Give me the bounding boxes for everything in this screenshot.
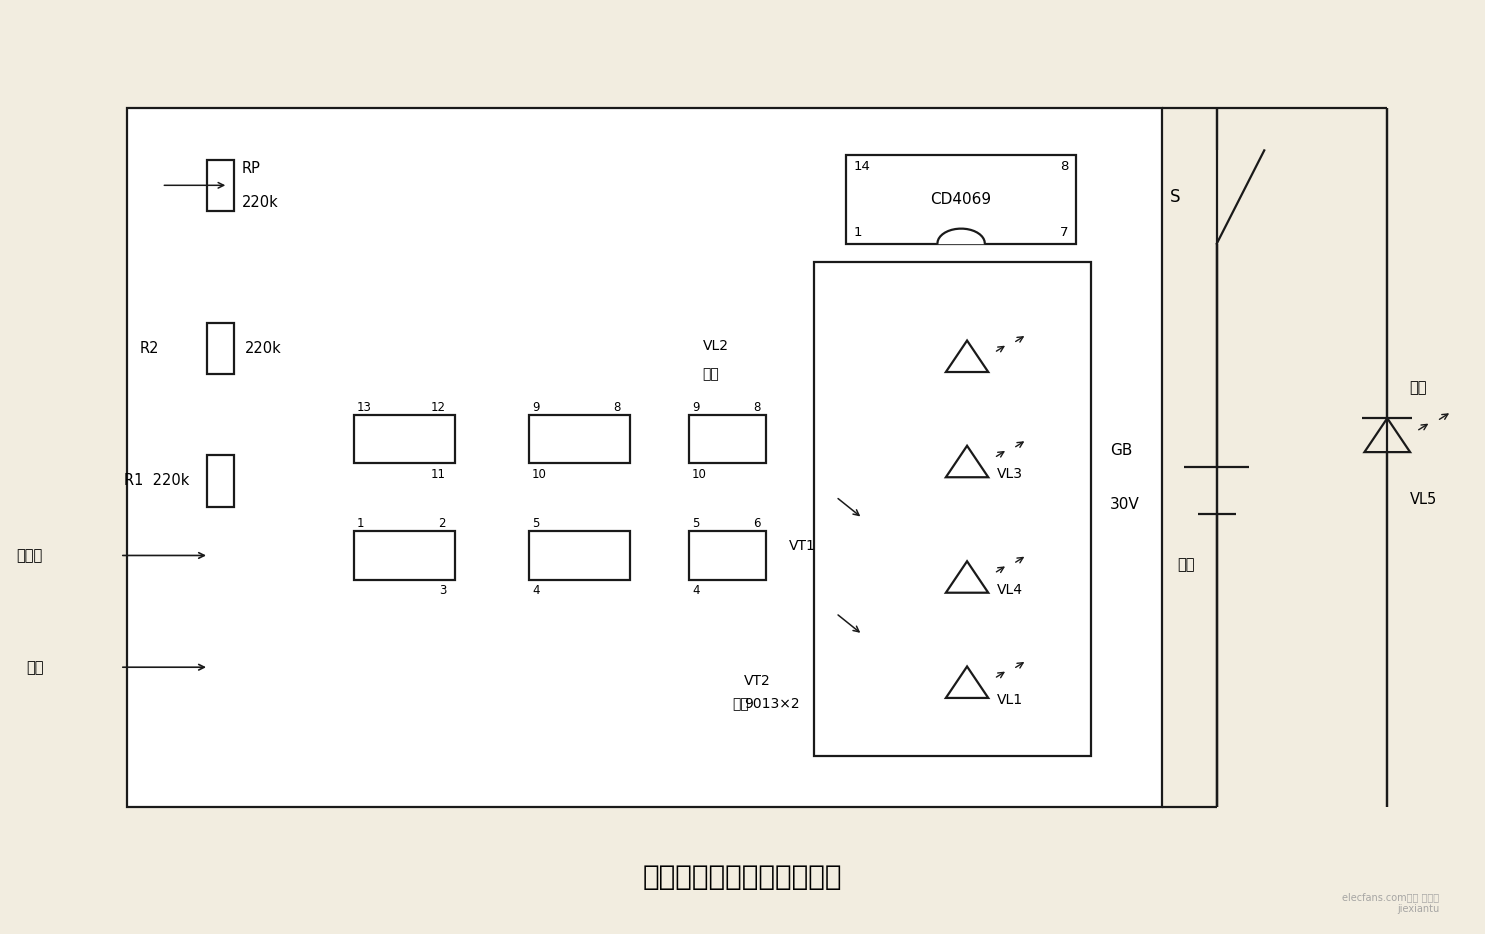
Text: 探头: 探头 — [27, 659, 45, 674]
Text: 绿色: 绿色 — [1409, 380, 1427, 395]
Text: CD4069: CD4069 — [931, 191, 992, 206]
Text: R2: R2 — [140, 341, 159, 356]
Text: 多功能导电能力测试仪电路: 多功能导电能力测试仪电路 — [643, 863, 842, 891]
Bar — [689, 415, 766, 463]
Text: 11: 11 — [431, 468, 446, 481]
Text: elecfans.com优电 电路图
jiexiantu: elecfans.com优电 电路图 jiexiantu — [1342, 892, 1439, 914]
Text: RP: RP — [242, 161, 260, 176]
Text: 30V: 30V — [1111, 497, 1140, 512]
Text: 220k: 220k — [245, 341, 281, 356]
Polygon shape — [937, 229, 985, 244]
Bar — [208, 322, 235, 374]
Bar — [353, 531, 454, 580]
Text: S: S — [1169, 188, 1181, 205]
Text: 4: 4 — [692, 585, 699, 598]
Bar — [208, 160, 235, 211]
Text: VT1: VT1 — [789, 539, 815, 553]
Text: 双色: 双色 — [1176, 558, 1194, 573]
Bar — [529, 415, 630, 463]
Text: 红色柱: 红色柱 — [16, 548, 43, 563]
Text: 9: 9 — [532, 401, 539, 414]
Text: 12: 12 — [431, 401, 446, 414]
Bar — [208, 456, 235, 506]
Text: 220k: 220k — [242, 194, 278, 209]
Text: VL2: VL2 — [702, 339, 729, 353]
Bar — [128, 108, 1161, 807]
Bar — [689, 531, 766, 580]
Text: 9: 9 — [692, 401, 699, 414]
Text: 2: 2 — [438, 517, 446, 531]
Text: 5: 5 — [692, 517, 699, 531]
Text: 3: 3 — [438, 585, 446, 598]
Text: 8: 8 — [753, 401, 760, 414]
Bar — [814, 262, 1091, 756]
Text: 8: 8 — [1060, 160, 1069, 173]
Text: VL4: VL4 — [996, 583, 1023, 597]
Text: GB: GB — [1111, 443, 1133, 458]
Text: 13: 13 — [356, 401, 373, 414]
Text: 6: 6 — [753, 517, 760, 531]
Bar — [353, 415, 454, 463]
Text: 10: 10 — [532, 468, 546, 481]
Text: VL3: VL3 — [996, 467, 1023, 481]
Text: 9013×2: 9013×2 — [744, 698, 799, 712]
Text: 5: 5 — [532, 517, 539, 531]
Bar — [846, 155, 1077, 244]
Text: 7: 7 — [1060, 226, 1069, 239]
Text: VL5: VL5 — [1409, 492, 1437, 507]
Text: VT2: VT2 — [744, 674, 771, 688]
Text: 14: 14 — [854, 160, 870, 173]
Text: 1: 1 — [356, 517, 365, 531]
Bar — [529, 531, 630, 580]
Text: 红色: 红色 — [732, 698, 748, 712]
Text: VL1: VL1 — [996, 693, 1023, 707]
Text: 4: 4 — [532, 585, 539, 598]
Text: 绿色: 绿色 — [702, 367, 719, 381]
Text: 1: 1 — [854, 226, 863, 239]
Text: 10: 10 — [692, 468, 707, 481]
Text: R1  220k: R1 220k — [125, 474, 190, 488]
Text: 8: 8 — [613, 401, 621, 414]
